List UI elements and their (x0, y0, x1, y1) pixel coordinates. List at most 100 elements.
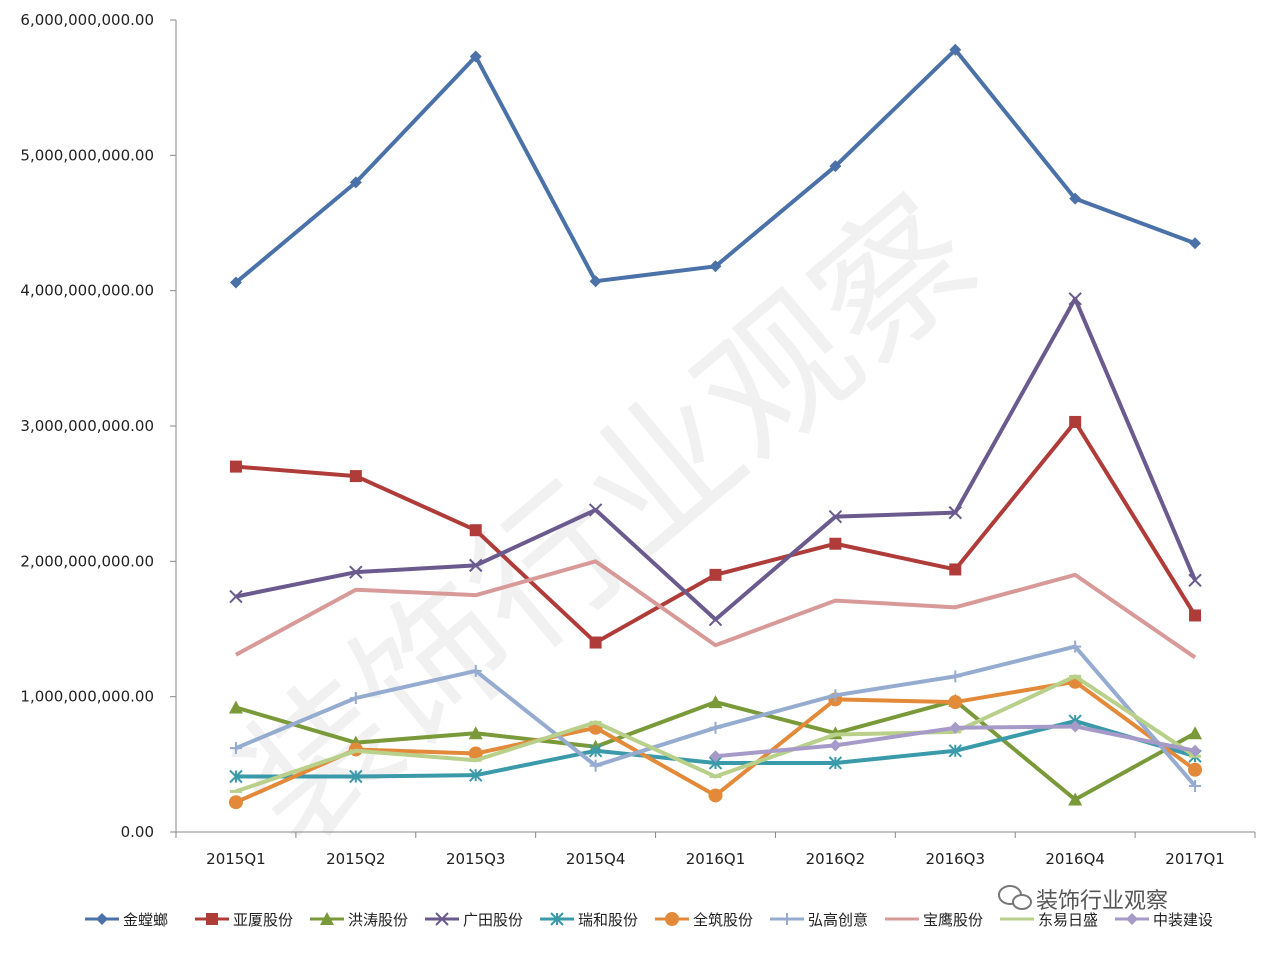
y-tick-label: 4,000,000,000.00 (20, 282, 154, 300)
data-point (709, 750, 722, 763)
data-point (1069, 640, 1082, 653)
data-point (589, 759, 602, 772)
y-tick-label: 6,000,000,000.00 (20, 11, 154, 29)
data-point (229, 589, 243, 604)
data-point (1188, 573, 1202, 587)
data-point (829, 739, 842, 752)
legend-item: 金螳螂 (85, 911, 168, 929)
legend-item: 中装建设 (1115, 911, 1213, 929)
data-point (708, 788, 723, 803)
legend-item: 广田股份 (425, 911, 523, 929)
legend-label: 瑞和股份 (578, 911, 638, 929)
data-point (589, 636, 602, 649)
legend: 金螳螂 亚厦股份 洪涛股份 广田股份 瑞和股份 全筑股份 弘高创意 宝鹰股份 东易日盛 中装建设 (85, 911, 1213, 929)
data-point (829, 689, 842, 702)
data-point (469, 50, 482, 63)
data-point (1188, 726, 1203, 740)
series-6 (229, 640, 1202, 792)
data-point (949, 43, 962, 56)
legend-item: 洪涛股份 (310, 911, 408, 929)
data-point (469, 524, 482, 537)
series-line (234, 47, 1196, 285)
data-point (468, 726, 483, 740)
data-point (709, 260, 722, 273)
legend-marker (320, 912, 334, 925)
axes: 0.00 1,000,000,000.00 2,000,000,000.00 3,00… (20, 11, 1256, 868)
data-point (349, 692, 362, 705)
x-tick-label: 2016Q4 (1045, 850, 1105, 868)
data-point (1069, 415, 1082, 428)
data-point (949, 721, 962, 734)
x-tick-label: 2015Q4 (566, 850, 626, 868)
data-point (229, 742, 242, 755)
legend-item: 全筑股份 (655, 911, 753, 929)
legend-label: 弘高创意 (808, 911, 868, 929)
legend-marker (1126, 913, 1138, 925)
y-tick-label: 0.00 (121, 823, 154, 841)
series-0 (229, 43, 1202, 289)
data-point (589, 275, 602, 288)
series-3 (229, 292, 1202, 627)
data-point (948, 744, 962, 758)
data-point (469, 768, 483, 782)
wechat-icon (998, 885, 1032, 910)
series-9 (709, 720, 1202, 763)
data-point (349, 565, 363, 579)
data-point (948, 695, 963, 710)
data-point (229, 276, 242, 289)
data-point (948, 505, 962, 520)
data-point (1189, 609, 1202, 622)
x-tick-label: 2015Q1 (206, 850, 266, 868)
data-point (829, 537, 842, 550)
data-point (828, 756, 843, 770)
data-point (708, 695, 723, 709)
data-point (229, 769, 243, 784)
series-1 (229, 415, 1202, 649)
x-tick-label: 2017Q1 (1165, 850, 1225, 868)
legend-marker (206, 913, 218, 925)
data-point (349, 176, 362, 189)
y-tick-label: 3,000,000,000.00 (20, 417, 154, 435)
x-tick-label: 2016Q2 (806, 850, 866, 868)
data-point (588, 744, 603, 758)
data-point (228, 700, 243, 714)
data-point (949, 670, 962, 683)
legend-marker (435, 912, 449, 926)
legend-label: 金螳螂 (123, 911, 168, 929)
data-point (829, 160, 842, 173)
data-point (1189, 237, 1202, 250)
legend-label: 中装建设 (1153, 911, 1213, 929)
data-point (349, 769, 363, 784)
data-point (1068, 792, 1083, 806)
data-point (469, 664, 482, 677)
data-point (828, 509, 843, 524)
data-point (468, 746, 483, 761)
legend-label: 东易日盛 (1038, 911, 1098, 929)
series-layer (228, 43, 1203, 810)
legend-marker (550, 912, 564, 926)
data-point (1189, 779, 1202, 792)
data-point (228, 795, 243, 810)
legend-label: 亚厦股份 (233, 911, 293, 929)
series-7 (234, 559, 1197, 660)
data-point (588, 503, 603, 517)
data-point (1069, 720, 1082, 733)
legend-item: 东易日盛 (1000, 911, 1098, 929)
data-point (1188, 762, 1203, 777)
data-point (949, 563, 962, 576)
x-tick-label: 2015Q3 (446, 850, 506, 868)
data-point (1069, 192, 1082, 205)
series-line (234, 559, 1197, 660)
data-point (709, 721, 722, 734)
legend-marker (665, 912, 679, 926)
x-tick-label: 2016Q1 (686, 850, 746, 868)
legend-marker (96, 913, 108, 925)
data-point (349, 470, 362, 483)
legend-label: 宝鹰股份 (923, 911, 983, 929)
legend-marker (781, 913, 793, 925)
y-tick-label: 2,000,000,000.00 (20, 552, 154, 570)
data-point (469, 558, 483, 573)
y-tick-label: 5,000,000,000.00 (20, 146, 154, 164)
corner-watermark: 装饰行业观察 (998, 885, 1168, 914)
data-point (1068, 292, 1082, 306)
